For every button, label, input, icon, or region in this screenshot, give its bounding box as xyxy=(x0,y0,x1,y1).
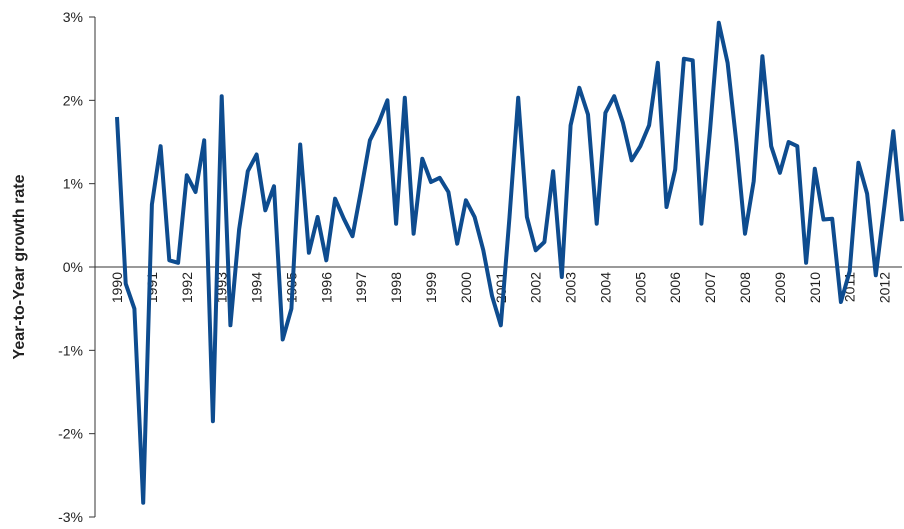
x-tick-label: 1999 xyxy=(423,272,439,303)
x-tick-label: 2003 xyxy=(563,272,579,303)
x-tick-label: 2000 xyxy=(458,272,474,303)
x-tick-label: 2006 xyxy=(667,272,683,303)
x-tick-label: 1990 xyxy=(109,272,125,303)
x-tick-label: 2004 xyxy=(597,272,613,303)
x-tick-label: 1994 xyxy=(249,272,265,303)
series-line xyxy=(115,20,904,505)
x-tick-label: 1992 xyxy=(179,272,195,303)
x-tick-label: 1997 xyxy=(353,272,369,303)
x-tick-label: 2005 xyxy=(632,272,648,303)
x-tick-label: 2008 xyxy=(737,272,753,303)
x-tick-label: 2007 xyxy=(702,272,718,303)
x-tick-label: 1991 xyxy=(144,272,160,303)
x-tick-label: 2010 xyxy=(807,272,823,303)
y-tick-label: 2% xyxy=(63,92,83,108)
y-tick-label: 0% xyxy=(63,259,83,275)
x-tick-label: 2009 xyxy=(772,272,788,303)
y-tick-label: 1% xyxy=(63,176,83,192)
y-axis-label: Year-to-Year growth rate xyxy=(11,174,28,359)
y-tick-label: 3% xyxy=(63,9,83,25)
y-tick-label: -1% xyxy=(58,342,83,358)
x-tick-label: 2002 xyxy=(528,272,544,303)
x-tick-label: 1996 xyxy=(318,272,334,303)
y-tick-label: -3% xyxy=(58,509,83,525)
x-tick-label: 2012 xyxy=(877,272,893,303)
x-tick-label: 1998 xyxy=(388,272,404,303)
y-tick-label: -2% xyxy=(58,426,83,442)
